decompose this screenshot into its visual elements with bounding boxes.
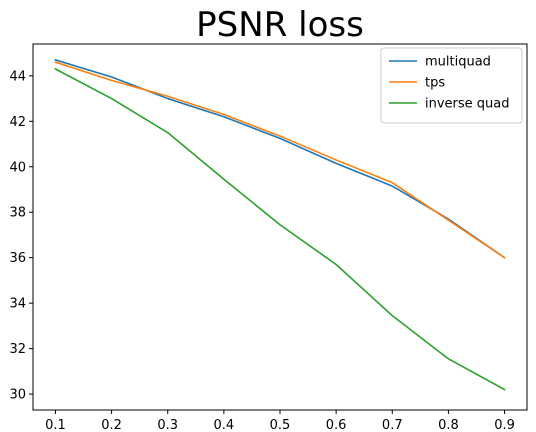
series-lines bbox=[54, 58, 506, 391]
x-tick-label: 0.2 bbox=[101, 418, 122, 432]
series-line-inverse-quad bbox=[54, 67, 506, 391]
y-axis-ticks: 30 32 34 36 38 40 42 44 bbox=[9, 69, 33, 403]
legend-label-multiquad: multiquad bbox=[425, 55, 491, 70]
y-tick-label: 30 bbox=[9, 388, 26, 403]
y-tick-label: 34 bbox=[9, 297, 26, 312]
x-tick-label: 0.9 bbox=[494, 418, 515, 432]
x-tick-label: 0.4 bbox=[214, 418, 235, 432]
series-line-tps bbox=[54, 61, 506, 259]
x-tick-label: 0.8 bbox=[438, 418, 459, 432]
y-tick-label: 44 bbox=[9, 69, 26, 84]
y-tick-label: 42 bbox=[9, 115, 26, 130]
chart-title: PSNR loss bbox=[196, 5, 364, 45]
x-tick-label: 0.3 bbox=[157, 418, 178, 432]
y-tick-label: 36 bbox=[9, 251, 26, 266]
x-axis-ticks: 0.1 0.2 0.3 0.4 0.5 0.6 0.7 0.8 0.9 bbox=[45, 410, 515, 432]
x-tick-label: 0.5 bbox=[270, 418, 291, 432]
legend-label-tps: tps bbox=[425, 76, 445, 91]
x-tick-label: 0.1 bbox=[45, 418, 66, 432]
legend-label-inverse-quad: inverse quad bbox=[425, 97, 510, 112]
x-tick-label: 0.6 bbox=[326, 418, 347, 432]
y-tick-label: 40 bbox=[9, 160, 26, 175]
y-tick-label: 32 bbox=[9, 342, 26, 357]
y-tick-label: 38 bbox=[9, 206, 26, 221]
x-tick-label: 0.7 bbox=[382, 418, 403, 432]
legend-box bbox=[380, 47, 523, 124]
legend: multiquad tps inverse quad bbox=[380, 47, 523, 124]
